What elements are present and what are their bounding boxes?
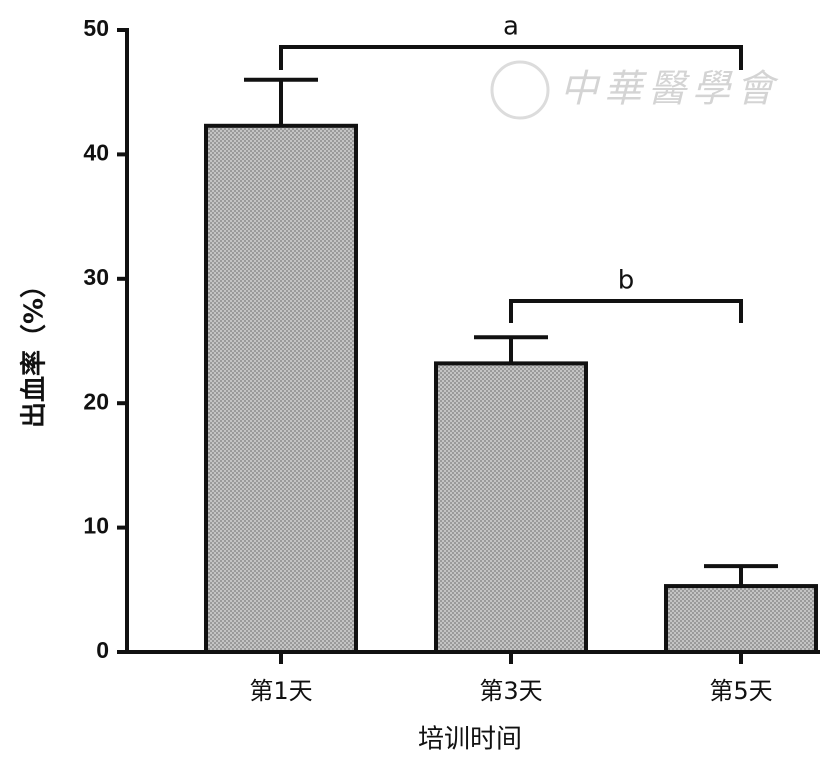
y-tick-label: 20 [83,388,109,414]
significance-bracket [509,299,743,323]
x-tick-label: 第1天 [249,677,312,705]
x-tick-label: 第3天 [479,677,542,705]
watermark: 中華醫學會 [560,67,780,111]
y-tick-label: 40 [83,139,109,165]
y-tick-label: 0 [96,637,109,663]
y-tick-label: 10 [83,513,109,539]
x-axis-label: 培训时间 [418,725,522,755]
y-tick-label: 30 [83,264,109,290]
significance-label: a [503,12,519,42]
significance-label: b [618,266,635,296]
bar [664,584,818,654]
significance-bracket [279,45,743,70]
x-tick-label: 第5天 [709,677,772,705]
y-tick-label: 50 [83,15,109,41]
bar [434,361,588,654]
y-axis-label: 出血率（%） [19,272,50,428]
bar [204,123,358,654]
watermark-logo [490,60,550,120]
